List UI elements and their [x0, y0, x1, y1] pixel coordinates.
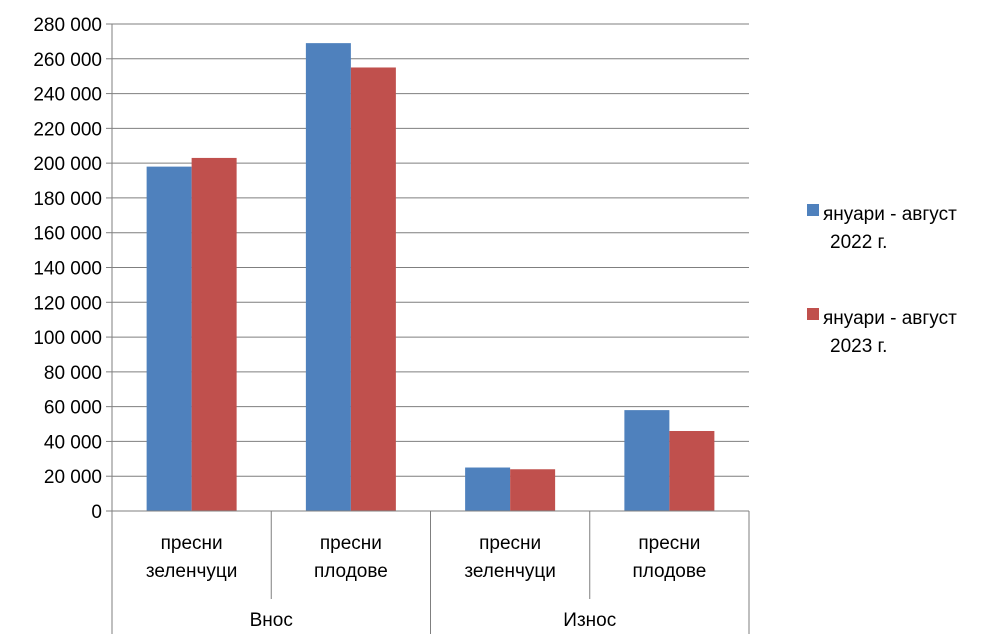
legend-label: януари - август	[823, 308, 957, 329]
x-category-labels: пресни зеленчуци пресни плодове пресни зеленч…	[146, 533, 706, 582]
x-group-labels: Внос Износ	[250, 610, 617, 631]
legend-swatch	[807, 308, 819, 320]
x-category-label: пресни	[479, 533, 541, 554]
x-category-label: пресни	[320, 533, 382, 554]
y-tick-label: 0	[91, 502, 102, 523]
axes	[106, 23, 750, 634]
y-tick-label: 280 000	[33, 15, 102, 36]
bar	[624, 410, 670, 511]
legend-swatch	[807, 204, 819, 216]
y-tick-label: 240 000	[33, 85, 102, 106]
y-tick-label: 160 000	[33, 224, 102, 245]
bar	[669, 430, 715, 511]
y-tick-label: 200 000	[33, 154, 102, 175]
y-tick-label: 260 000	[33, 50, 102, 71]
bar	[191, 157, 237, 512]
x-category-label: плодове	[314, 561, 388, 582]
y-tick-label: 180 000	[33, 189, 102, 210]
x-category-label: плодове	[632, 561, 706, 582]
y-tick-label: 140 000	[33, 259, 102, 280]
y-tick-label: 80 000	[44, 363, 102, 384]
x-group-label: Износ	[563, 610, 616, 631]
y-tick-label: 40 000	[44, 432, 102, 453]
y-tick-label: 220 000	[33, 119, 102, 140]
legend-label: януари - август	[823, 204, 957, 225]
x-category-label: зеленчуци	[464, 561, 555, 582]
x-category-label: пресни	[638, 533, 700, 554]
y-tick-labels: 0 20 000 40 000 60 000 80 000 100 000 120 000 1…	[33, 15, 102, 523]
y-tick-label: 20 000	[44, 467, 102, 488]
bar	[510, 469, 556, 511]
legend-label: 2023 г.	[830, 336, 887, 357]
bar	[146, 166, 192, 511]
x-category-label: зеленчуци	[146, 561, 237, 582]
x-group-label: Внос	[250, 610, 293, 631]
bars	[146, 43, 715, 512]
bar	[305, 43, 351, 511]
legend-label: 2022 г.	[830, 232, 887, 253]
y-tick-label: 120 000	[33, 293, 102, 314]
bar	[465, 467, 511, 511]
x-category-label: пресни	[161, 533, 223, 554]
y-tick-label: 60 000	[44, 398, 102, 419]
y-tick-label: 100 000	[33, 328, 102, 349]
bar	[350, 67, 396, 511]
legend: януари - август 2022 г. януари - август 202…	[807, 204, 957, 357]
